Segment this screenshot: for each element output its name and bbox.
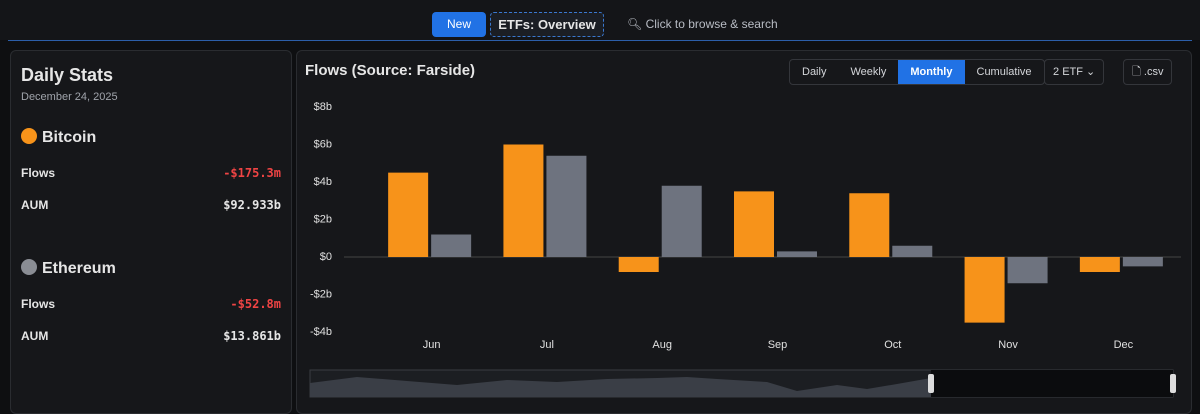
csv-button[interactable]: 🗋︎ .csv [1123, 59, 1173, 85]
bar [734, 191, 774, 257]
bar [1007, 257, 1048, 284]
period-tab[interactable]: Weekly [850, 66, 887, 78]
asset-label: Ethereum [42, 260, 116, 277]
asset-label: Bitcoin [42, 129, 97, 146]
new-badge[interactable]: New [432, 12, 486, 37]
etf-count: 2 [1053, 66, 1060, 78]
bar [503, 144, 544, 257]
period-tab[interactable]: Monthly [898, 60, 965, 84]
row-label: Flows [21, 297, 56, 311]
period-tab[interactable]: Daily [802, 66, 827, 78]
bar [618, 257, 659, 272]
bar [964, 257, 1005, 323]
y-tick-label: $2b [314, 213, 332, 225]
period-tabs: Daily Weekly Monthly Cumulative [789, 59, 1045, 85]
chart-title: Flows (Source: Farside) [305, 62, 476, 79]
x-tick-label: Jun [423, 339, 441, 351]
etf-label: ETF [1062, 66, 1083, 78]
period-tab[interactable]: Cumulative [976, 66, 1032, 78]
coin-icon [21, 128, 37, 144]
x-tick-label: Oct [884, 339, 901, 351]
top-bar: New ETFs: Overview 🔍︎ Click to browse & … [0, 0, 1200, 40]
slider-preview [310, 377, 931, 397]
chart: -$4b -$2b $0 $2b $4b $6b $8b Jun Jul Aug Sep Oct Nov… [309, 101, 1181, 398]
row-label: AUM [21, 329, 49, 343]
row-value: $13.861b [223, 329, 281, 343]
y-tick-label: -$2b [310, 288, 332, 300]
divider [8, 40, 1192, 41]
coin-icon [21, 259, 37, 275]
asset-name: Ethereum [21, 259, 116, 278]
bar [1079, 257, 1120, 272]
asset-name: Bitcoin [21, 128, 96, 147]
x-tick-label: Nov [998, 339, 1018, 351]
search[interactable]: 🔍︎ Click to browse & search [627, 17, 778, 31]
slider-window[interactable] [931, 370, 1173, 397]
y-tick-label: $0 [320, 251, 332, 263]
bar [546, 155, 587, 257]
y-tick-label: -$4b [310, 326, 332, 338]
x-tick-label: Dec [1114, 339, 1134, 351]
slider-handle[interactable] [928, 374, 934, 393]
bar [1122, 257, 1163, 267]
bar [777, 251, 817, 257]
row-label: AUM [21, 198, 49, 212]
row-value: -$175.3m [223, 166, 281, 180]
search-text: Click to browse & search [645, 17, 778, 31]
x-tick-label: Sep [768, 339, 788, 351]
row-value: $92.933b [223, 198, 281, 212]
section-button[interactable]: ETFs: Overview [490, 12, 604, 37]
etf-select[interactable]: 2 ETF ⌄ [1044, 59, 1105, 85]
bar [388, 172, 429, 257]
x-tick-label: Aug [652, 339, 672, 351]
slider-handle[interactable] [1170, 374, 1176, 393]
y-tick-label: $8b [314, 101, 332, 113]
row-label: Flows [21, 166, 56, 180]
bar [849, 193, 890, 257]
bar [661, 185, 702, 257]
bar [892, 245, 933, 257]
stats-title: Daily Stats [21, 65, 114, 85]
x-tick-label: Jul [540, 339, 554, 351]
chart-panel: -$4b -$2b $0 $2b $4b $6b $8b Jun Jul Aug Sep Oct Nov… [296, 50, 1192, 414]
y-tick-label: $4b [314, 176, 332, 188]
stats-date: December 24, 2025 [21, 91, 118, 103]
stats-panel: Daily Stats December 24, 2025 Bitcoin Fl… [10, 50, 292, 414]
csv-label: .csv [1143, 66, 1164, 78]
bar [431, 234, 472, 257]
y-tick-label: $6b [314, 138, 332, 150]
row-value: -$52.8m [230, 297, 281, 311]
